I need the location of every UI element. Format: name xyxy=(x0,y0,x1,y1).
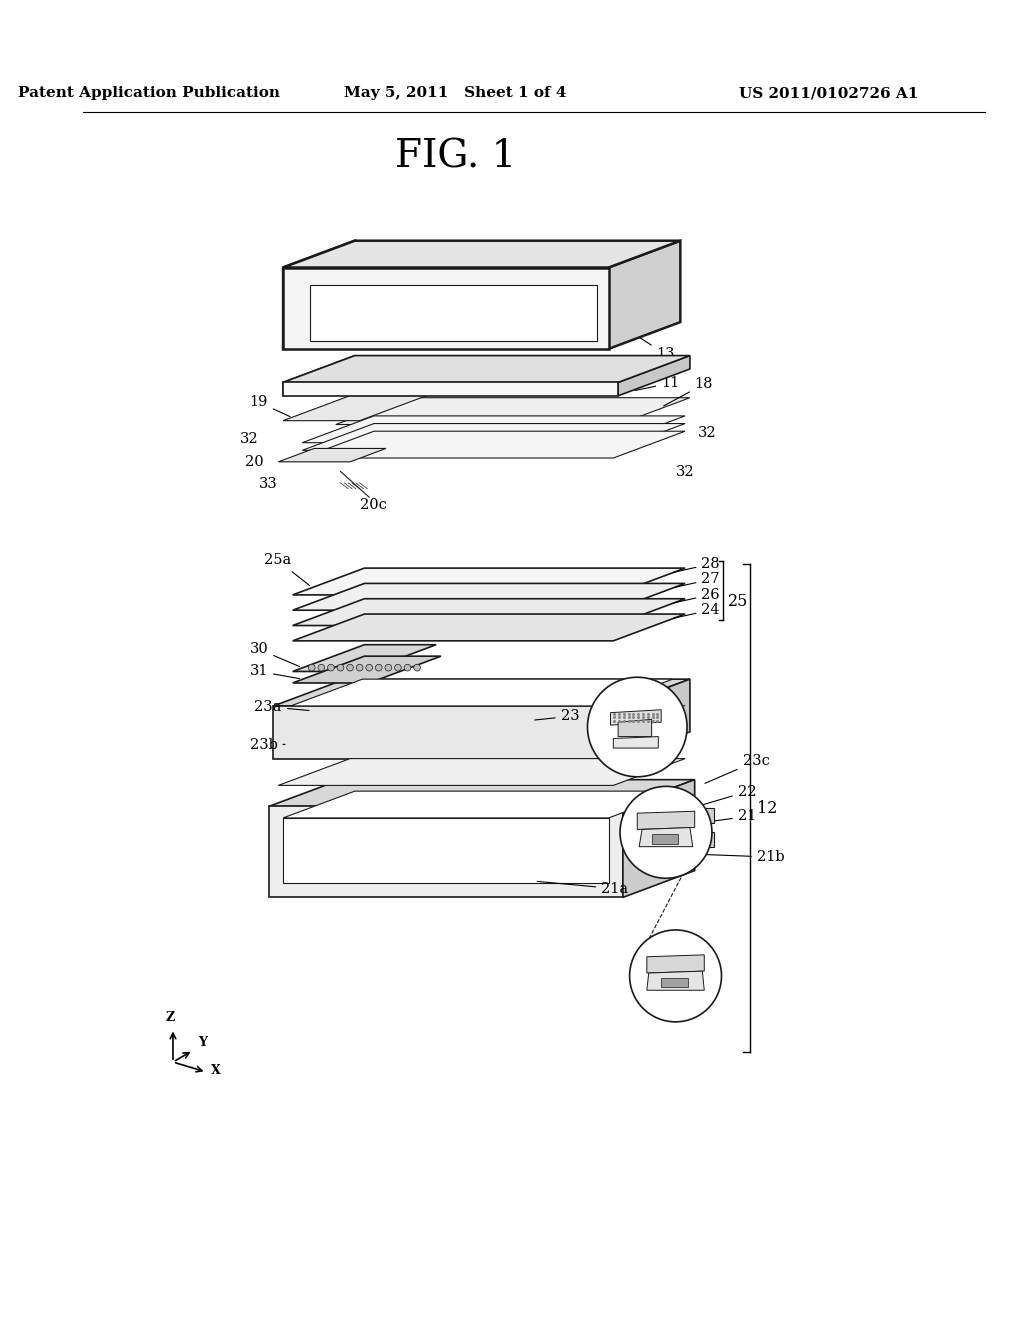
Polygon shape xyxy=(336,397,690,425)
Text: 31: 31 xyxy=(250,664,299,678)
Polygon shape xyxy=(293,644,436,672)
Text: 23a: 23a xyxy=(254,700,309,714)
Polygon shape xyxy=(608,240,680,348)
Polygon shape xyxy=(273,706,618,759)
Text: 21a: 21a xyxy=(538,882,629,896)
Text: 13a: 13a xyxy=(501,368,564,391)
Polygon shape xyxy=(618,680,690,759)
Polygon shape xyxy=(279,759,685,785)
Polygon shape xyxy=(302,432,685,458)
Text: 30: 30 xyxy=(250,643,300,667)
Text: 27: 27 xyxy=(674,573,720,587)
Circle shape xyxy=(376,664,382,671)
Polygon shape xyxy=(283,355,355,396)
Text: 19: 19 xyxy=(250,395,290,417)
Text: 32: 32 xyxy=(697,426,716,440)
Text: May 5, 2011   Sheet 1 of 4: May 5, 2011 Sheet 1 of 4 xyxy=(344,86,566,100)
Circle shape xyxy=(308,664,315,671)
Circle shape xyxy=(385,664,392,671)
Polygon shape xyxy=(618,719,651,737)
Polygon shape xyxy=(618,355,690,396)
Polygon shape xyxy=(268,807,623,898)
Text: 32: 32 xyxy=(676,465,694,479)
Polygon shape xyxy=(283,393,431,421)
Text: FIG. 1: FIG. 1 xyxy=(394,139,516,176)
Bar xyxy=(651,834,679,843)
Text: Z: Z xyxy=(165,1011,174,1024)
Text: 25a: 25a xyxy=(264,553,309,586)
Text: 13b: 13b xyxy=(524,242,598,285)
Polygon shape xyxy=(302,416,685,442)
Text: 25: 25 xyxy=(728,594,749,610)
Text: X: X xyxy=(211,1064,221,1077)
Polygon shape xyxy=(273,680,690,706)
Text: 32: 32 xyxy=(240,432,259,446)
Text: 23c: 23c xyxy=(705,754,769,783)
Circle shape xyxy=(404,664,411,671)
Polygon shape xyxy=(283,355,690,383)
Polygon shape xyxy=(647,972,705,990)
Circle shape xyxy=(588,677,687,776)
Polygon shape xyxy=(613,737,658,748)
Polygon shape xyxy=(623,780,694,898)
Circle shape xyxy=(414,664,421,671)
Text: 23b: 23b xyxy=(250,738,285,752)
Bar xyxy=(662,978,688,987)
Circle shape xyxy=(328,664,334,671)
Circle shape xyxy=(620,787,712,878)
Text: US 2011/0102726 A1: US 2011/0102726 A1 xyxy=(739,86,919,100)
Circle shape xyxy=(630,931,722,1022)
Polygon shape xyxy=(293,583,685,610)
Circle shape xyxy=(318,664,325,671)
Text: 18: 18 xyxy=(664,378,713,407)
Circle shape xyxy=(394,664,401,671)
Circle shape xyxy=(337,664,344,671)
Polygon shape xyxy=(293,599,685,626)
Text: Y: Y xyxy=(198,1036,207,1048)
Polygon shape xyxy=(302,424,685,450)
Polygon shape xyxy=(610,710,662,725)
Polygon shape xyxy=(637,812,694,829)
Text: 20: 20 xyxy=(245,454,263,469)
Polygon shape xyxy=(293,614,685,640)
Polygon shape xyxy=(283,791,680,818)
Text: 13: 13 xyxy=(630,331,675,362)
Text: 22: 22 xyxy=(688,784,757,809)
Text: 21: 21 xyxy=(688,809,756,825)
Text: 26: 26 xyxy=(674,587,720,603)
Circle shape xyxy=(366,664,373,671)
Text: 12: 12 xyxy=(757,800,777,817)
Text: 11: 11 xyxy=(635,376,680,391)
Polygon shape xyxy=(310,285,597,342)
Polygon shape xyxy=(283,383,618,396)
Text: 28: 28 xyxy=(674,557,720,573)
Circle shape xyxy=(356,664,362,671)
Text: 29: 29 xyxy=(580,756,625,777)
Polygon shape xyxy=(283,240,355,348)
Polygon shape xyxy=(268,780,694,807)
Text: 24: 24 xyxy=(674,603,720,618)
Polygon shape xyxy=(647,954,705,973)
Polygon shape xyxy=(283,268,608,348)
Text: 21b: 21b xyxy=(702,850,784,865)
Text: 33: 33 xyxy=(259,477,278,491)
Polygon shape xyxy=(291,680,673,706)
Polygon shape xyxy=(279,449,386,462)
Text: 20c: 20c xyxy=(359,498,386,512)
Polygon shape xyxy=(283,818,608,883)
Text: Patent Application Publication: Patent Application Publication xyxy=(18,86,280,100)
Polygon shape xyxy=(639,828,693,846)
Polygon shape xyxy=(283,240,680,268)
Polygon shape xyxy=(293,656,441,682)
Polygon shape xyxy=(690,833,714,846)
Polygon shape xyxy=(293,568,685,595)
Text: 23: 23 xyxy=(535,709,580,723)
Circle shape xyxy=(347,664,353,671)
Polygon shape xyxy=(690,808,714,822)
